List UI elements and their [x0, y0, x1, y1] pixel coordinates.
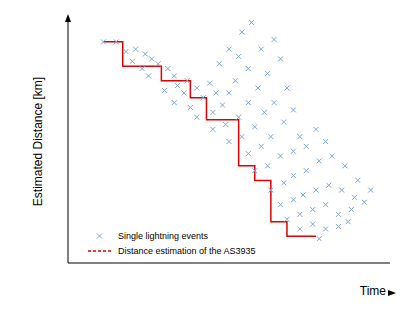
html-text:Distance estimation of the AS3: Distance estimation of the AS3935 — [118, 245, 256, 256]
svg-text:Time: Time — [360, 284, 387, 298]
html-text:Single lightning events: Single lightning events — [118, 230, 209, 241]
svg-text:Estimated Distance [km]: Estimated Distance [km] — [31, 77, 45, 206]
